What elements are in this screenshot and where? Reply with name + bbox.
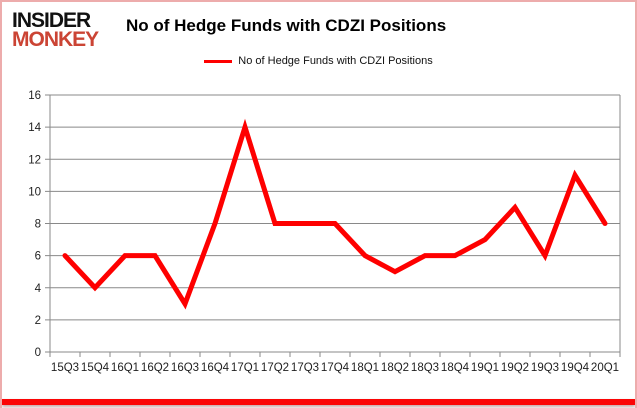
insider-monkey-logo: INSIDER MONKEY bbox=[12, 9, 99, 51]
y-axis-label: 2 bbox=[35, 315, 41, 327]
x-axis-label: 19Q1 bbox=[471, 362, 499, 374]
x-axis-label: 15Q3 bbox=[51, 362, 79, 374]
y-axis-label: 10 bbox=[28, 186, 41, 198]
x-axis-label: 18Q4 bbox=[441, 362, 470, 374]
x-axis-label: 16Q2 bbox=[141, 362, 169, 374]
x-axis-label: 18Q2 bbox=[381, 362, 409, 374]
legend-label: No of Hedge Funds with CDZI Positions bbox=[238, 55, 433, 67]
y-axis-label: 16 bbox=[28, 90, 41, 102]
legend-line-swatch bbox=[204, 59, 233, 63]
x-axis-label: 17Q2 bbox=[261, 362, 289, 374]
x-axis-label: 16Q4 bbox=[201, 362, 230, 374]
y-axis-label: 8 bbox=[35, 219, 41, 231]
y-axis-label: 12 bbox=[28, 154, 41, 166]
x-axis-label: 19Q2 bbox=[501, 362, 529, 374]
x-axis-label: 18Q3 bbox=[411, 362, 439, 374]
y-axis-label: 14 bbox=[28, 122, 41, 134]
logo-line-monkey: MONKEY bbox=[12, 28, 99, 51]
x-axis-label: 19Q3 bbox=[531, 362, 559, 374]
logo-line-insider: INSIDER bbox=[12, 9, 91, 32]
data-series-line bbox=[62, 118, 608, 310]
x-axis-label: 19Q4 bbox=[561, 362, 590, 374]
x-axis-label: 17Q4 bbox=[321, 362, 350, 374]
y-axis-label: 4 bbox=[35, 283, 42, 295]
y-axis-label: 6 bbox=[35, 251, 41, 263]
x-axis-label: 18Q1 bbox=[351, 362, 379, 374]
bottom-red-bar bbox=[2, 399, 635, 405]
x-axis-label: 20Q1 bbox=[591, 362, 619, 374]
x-axis-label: 17Q3 bbox=[291, 362, 319, 374]
legend: No of Hedge Funds with CDZI Positions bbox=[2, 55, 635, 67]
y-axis-label: 0 bbox=[35, 347, 41, 359]
x-axis-label: 16Q3 bbox=[171, 362, 199, 374]
x-axis-label: 16Q1 bbox=[111, 362, 139, 374]
x-axis-label: 15Q4 bbox=[81, 362, 110, 374]
x-axis-label: 17Q1 bbox=[231, 362, 259, 374]
chart-title: No of Hedge Funds with CDZI Positions bbox=[126, 16, 447, 35]
